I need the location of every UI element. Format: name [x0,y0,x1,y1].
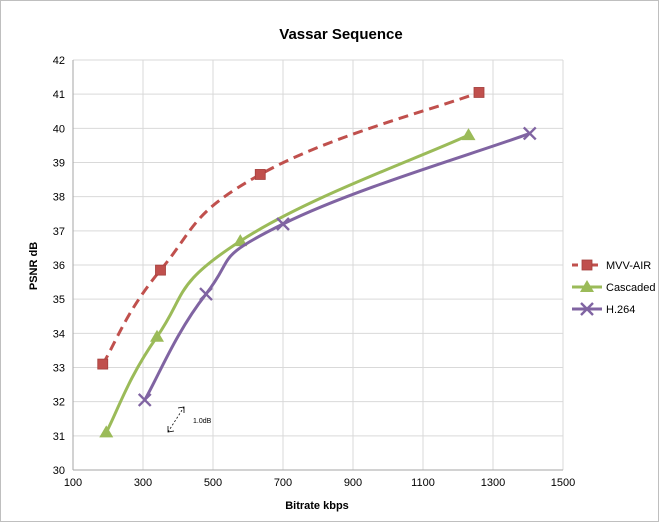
legend-marker [581,259,593,271]
annotation-arrowhead-top [177,406,185,413]
x-tick-label: 500 [204,477,222,489]
grid-layer [72,59,564,471]
legend-label: Cascaded [606,282,656,294]
data-point-mvv-air [97,358,109,370]
series-cascaded [99,128,476,438]
y-tick-label: 35 [53,294,65,306]
annotation-arrow [167,406,185,433]
data-point-h-264 [137,393,152,407]
annotation-label: 1.0dB [193,418,212,425]
y-tick-label: 40 [53,123,65,135]
x-tick-label: 1500 [551,477,575,489]
y-tick-label: 36 [53,260,65,272]
series-line-h-264 [143,132,531,401]
data-point-h-264 [276,217,290,231]
y-axis-title: PSNR dB [28,242,40,290]
y-tick-label: 30 [53,465,65,477]
y-tick-label: 34 [53,328,65,340]
data-point-cascaded [461,128,476,141]
y-tick-label: 39 [53,158,65,170]
y-tick-label: 42 [53,55,65,67]
data-point-mvv-air [254,169,266,180]
data-point-cascaded [233,234,248,247]
y-tick-label: 33 [53,363,65,375]
data-point-cascaded [99,425,114,438]
legend-marker [580,302,594,316]
series-layer [97,87,537,438]
series-line-mvv-air [101,91,480,365]
series-line-cascaded [104,133,470,434]
axis-layer: 30 31 32 33 34 35 36 37 38 39 40 41 42 100 300 500 700 90… [53,55,575,489]
y-tick-label: 38 [53,192,65,204]
legend-item-cascaded: Cascaded [572,280,656,294]
series-mvv-air [97,87,485,370]
x-tick-label: 900 [344,477,362,489]
y-tick-label: 41 [53,89,65,101]
legend-item-h-264: H.264 [572,302,635,316]
chart-title: Vassar Sequence [279,26,402,43]
legend: MVV-AIR Cascaded H.264 [572,259,656,316]
x-tick-label: 100 [64,477,82,489]
x-tick-label: 700 [274,477,292,489]
x-tick-label: 300 [134,477,152,489]
annotation-layer: 1.0dB [167,406,212,433]
series-h-264 [137,126,537,407]
legend-label: H.264 [606,304,635,316]
legend-marker [580,280,594,292]
data-point-mvv-air [155,264,166,276]
x-axis-title: Bitrate kbps [285,500,349,512]
y-tick-label: 37 [53,226,65,238]
annotation-arrowhead-bottom [167,426,175,433]
data-point-mvv-air [473,87,485,98]
data-point-h-264 [199,287,213,301]
x-tick-label: 1300 [481,477,505,489]
data-point-cascaded [150,329,164,342]
legend-label: MVV-AIR [606,260,651,272]
legend-item-mvv-air: MVV-AIR [572,259,651,272]
x-tick-label: 1100 [411,477,435,489]
data-point-h-264 [522,126,537,141]
y-tick-label: 32 [53,397,65,409]
y-tick-label: 31 [53,431,65,443]
